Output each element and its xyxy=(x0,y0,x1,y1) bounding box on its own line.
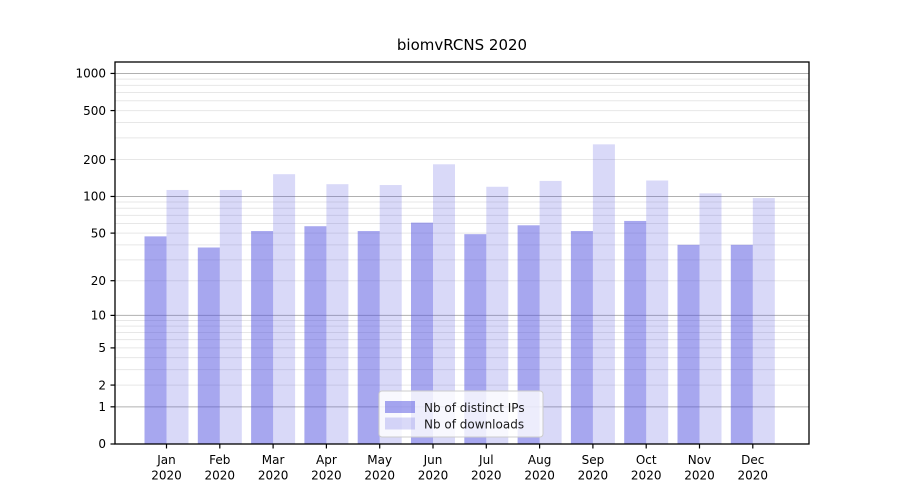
y-tick-label: 2 xyxy=(98,378,106,392)
plot-border xyxy=(114,61,810,445)
bar-distinct-ips-mar xyxy=(251,231,274,444)
y-tick-label: 500 xyxy=(83,104,106,118)
x-tick-label-month: Oct xyxy=(636,453,657,467)
chart-title: biomvRCNS 2020 xyxy=(397,36,527,54)
bar-distinct-ips-aug xyxy=(517,225,540,444)
bar-distinct-ips-sep xyxy=(570,231,593,444)
x-tick-label-year: 2020 xyxy=(738,469,769,483)
legend-box xyxy=(378,390,544,438)
y-tick-label: 20 xyxy=(91,274,106,288)
y-tick-label: 10 xyxy=(91,309,106,323)
x-tick-label-year: 2020 xyxy=(151,469,182,483)
bar-downloads-jun xyxy=(433,164,455,445)
bars xyxy=(144,144,775,445)
x-tick-label-year: 2020 xyxy=(418,469,449,483)
y-tick-label: 0 xyxy=(98,437,106,451)
bar-downloads-feb xyxy=(219,189,242,444)
bar-distinct-ips-apr xyxy=(304,226,327,444)
x-tick-label-month: Feb xyxy=(209,453,230,467)
bar-downloads-dec xyxy=(752,198,775,444)
x-tick-label-month: Jan xyxy=(156,453,176,467)
x-tick-label-year: 2020 xyxy=(258,469,289,483)
bar-downloads-sep xyxy=(592,144,615,444)
legend-label-distinct-ips: Nb of distinct IPs xyxy=(424,401,525,415)
bar-distinct-ips-dec xyxy=(730,244,753,444)
x-tick-label-year: 2020 xyxy=(631,469,662,483)
bar-distinct-ips-feb xyxy=(197,247,220,444)
y-tick-label: 1000 xyxy=(75,67,106,81)
bar-downloads-mar xyxy=(273,174,296,444)
x-tick-label-year: 2020 xyxy=(364,469,395,483)
y-tick-label: 100 xyxy=(83,190,106,204)
x-tick-label-year: 2020 xyxy=(471,469,502,483)
x-tick-label-month: Jun xyxy=(423,453,443,467)
legend: Nb of distinct IPs Nb of downloads xyxy=(378,390,544,438)
bar-downloads-jan xyxy=(166,189,189,444)
x-tick-label-month: Nov xyxy=(688,453,711,467)
x-tick-label-year: 2020 xyxy=(205,469,236,483)
y-tick-label: 5 xyxy=(98,341,106,355)
y-tick-label: 200 xyxy=(83,153,106,167)
bar-downloads-may xyxy=(379,185,402,444)
x-tick-label-month: Mar xyxy=(262,453,285,467)
bar-distinct-ips-oct xyxy=(624,220,647,444)
bar-distinct-ips-nov xyxy=(677,244,700,444)
x-tick-label-month: Dec xyxy=(741,453,764,467)
x-tick-label-year: 2020 xyxy=(684,469,715,483)
legend-swatch-distinct-ips xyxy=(385,401,415,413)
bar-downloads-apr xyxy=(326,184,349,444)
bar-distinct-ips-may xyxy=(357,231,380,444)
x-tick-label-month: Aug xyxy=(528,453,551,467)
bar-distinct-ips-jun xyxy=(411,222,433,444)
y-tick-label: 1 xyxy=(98,400,106,414)
bar-downloads-jul xyxy=(486,186,509,444)
x-tick-label-year: 2020 xyxy=(524,469,555,483)
legend-swatch-downloads xyxy=(385,417,415,430)
x-tick-label-month: May xyxy=(367,453,392,467)
x-tick-label-year: 2020 xyxy=(578,469,609,483)
x-tick-label-year: 2020 xyxy=(311,469,342,483)
y-tick-label: 50 xyxy=(91,226,106,240)
bar-downloads-nov xyxy=(699,193,722,444)
bar-downloads-aug xyxy=(539,180,562,444)
x-tick-label-month: Sep xyxy=(582,453,605,467)
x-tick-label-month: Apr xyxy=(316,453,337,467)
bar-downloads-oct xyxy=(646,180,669,445)
axes: 10005002001005020105210Jan2020Feb2020Mar… xyxy=(75,67,768,483)
x-tick-label-month: Jul xyxy=(478,453,493,467)
legend-label-downloads: Nb of downloads xyxy=(424,418,524,432)
bar-distinct-ips-jan xyxy=(144,236,167,444)
